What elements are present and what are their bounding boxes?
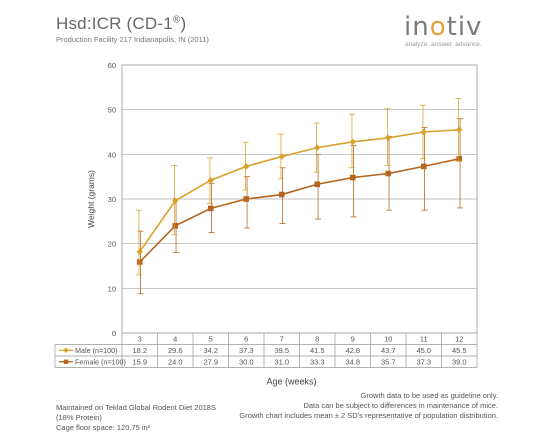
table-cell-value: 45.5 xyxy=(452,346,467,355)
table-cell-value: 15.9 xyxy=(132,358,147,367)
data-point xyxy=(420,163,427,170)
data-point xyxy=(349,174,356,181)
brand-logo: inotiv analyze. answer. advance. xyxy=(404,14,494,48)
data-point xyxy=(207,205,214,212)
table-cell-value: 37.3 xyxy=(239,346,254,355)
y-tick-label: 0 xyxy=(112,329,116,338)
x-tick-label: 8 xyxy=(315,335,319,344)
x-tick-label: 11 xyxy=(420,335,428,344)
table-cell-value: 43.7 xyxy=(381,346,396,355)
legend-marker xyxy=(63,359,69,364)
table-cell-value: 34.8 xyxy=(345,358,360,367)
data-point xyxy=(385,134,392,142)
data-point xyxy=(278,191,285,198)
data-point xyxy=(385,170,392,177)
table-cell-value: 42.8 xyxy=(345,346,360,355)
footer-left-line: (18% Protein) xyxy=(56,413,102,422)
x-tick-label: 9 xyxy=(351,335,355,344)
table-cell-value: 37.3 xyxy=(416,358,431,367)
table-cell-value: 39.5 xyxy=(274,346,289,355)
data-point xyxy=(172,223,179,229)
x-tick-label: 4 xyxy=(173,335,177,344)
data-point xyxy=(278,153,285,160)
chart-title: Hsd:ICR (CD-1®) xyxy=(56,14,186,34)
data-point xyxy=(136,259,143,265)
legend-entry: Female (n=100) xyxy=(75,358,126,367)
y-axis-label: Weight (grams) xyxy=(86,170,96,228)
footer-right-line: Growth chart includes mean ± 2 SD's repr… xyxy=(239,411,498,420)
x-tick-label: 3 xyxy=(138,335,142,344)
y-tick-label: 20 xyxy=(108,240,116,249)
y-tick-label: 10 xyxy=(108,284,116,293)
data-point xyxy=(456,126,463,133)
table-cell-value: 31.0 xyxy=(274,358,289,367)
data-point xyxy=(172,197,179,204)
data-point xyxy=(420,128,427,136)
table-cell-value: 33.3 xyxy=(310,358,325,367)
x-tick-label: 10 xyxy=(384,335,392,344)
logo-tagline: analyze. answer. advance. xyxy=(405,41,482,48)
table-cell-value: 35.7 xyxy=(381,358,396,367)
data-point xyxy=(243,163,250,170)
legend-marker xyxy=(63,347,69,353)
series-line xyxy=(139,128,460,253)
title-close: ) xyxy=(180,14,187,33)
data-point xyxy=(314,181,321,188)
table-cell-value: 34.2 xyxy=(203,346,218,355)
y-tick-label: 40 xyxy=(108,150,116,159)
x-tick-label: 6 xyxy=(244,335,248,344)
data-point xyxy=(314,144,321,151)
x-axis-label: Age (weeks) xyxy=(266,377,316,387)
chart-subtitle: Production Facility 217 Indianapolis, IN… xyxy=(56,35,209,44)
registered-mark: ® xyxy=(172,14,181,26)
table-cell-value: 30.0 xyxy=(239,358,254,367)
footer-left-line: Maintained on Teklad Global Rodent Diet … xyxy=(56,403,216,412)
table-cell-value: 41.5 xyxy=(310,346,325,355)
footer-disclaimer: Growth data to be used as guideline only… xyxy=(239,391,498,421)
table-cell-value: 24.0 xyxy=(168,358,183,367)
series-line xyxy=(139,158,460,263)
y-tick-label: 30 xyxy=(108,195,116,204)
y-tick-label: 50 xyxy=(108,106,116,115)
x-tick-label: 7 xyxy=(280,335,284,344)
footer-right-line: Growth data to be used as guideline only… xyxy=(360,391,498,400)
table-cell-value: 39.0 xyxy=(452,358,467,367)
logo-wordmark: inotiv xyxy=(404,12,483,42)
data-point xyxy=(207,177,214,184)
y-tick-label: 60 xyxy=(108,61,116,70)
title-text: Hsd:ICR (CD-1 xyxy=(56,14,173,33)
footer-left-line: Cage floor space: 120.75 in² xyxy=(56,423,151,432)
x-tick-label: 12 xyxy=(455,335,463,344)
footer-diet-info: Maintained on Teklad Global Rodent Diet … xyxy=(56,403,216,433)
footer-right-line: Data can be subject to differences in ma… xyxy=(303,401,498,410)
data-point xyxy=(456,156,463,162)
table-cell-value: 27.9 xyxy=(203,358,218,367)
table-cell-value: 29.6 xyxy=(168,346,183,355)
legend-entry: Male (n=100) xyxy=(75,346,118,355)
data-point xyxy=(349,138,356,146)
data-point xyxy=(243,196,250,202)
table-cell-value: 45.0 xyxy=(416,346,431,355)
data-point xyxy=(136,248,143,255)
table-cell-value: 18.2 xyxy=(132,346,147,355)
x-tick-label: 5 xyxy=(209,335,213,344)
